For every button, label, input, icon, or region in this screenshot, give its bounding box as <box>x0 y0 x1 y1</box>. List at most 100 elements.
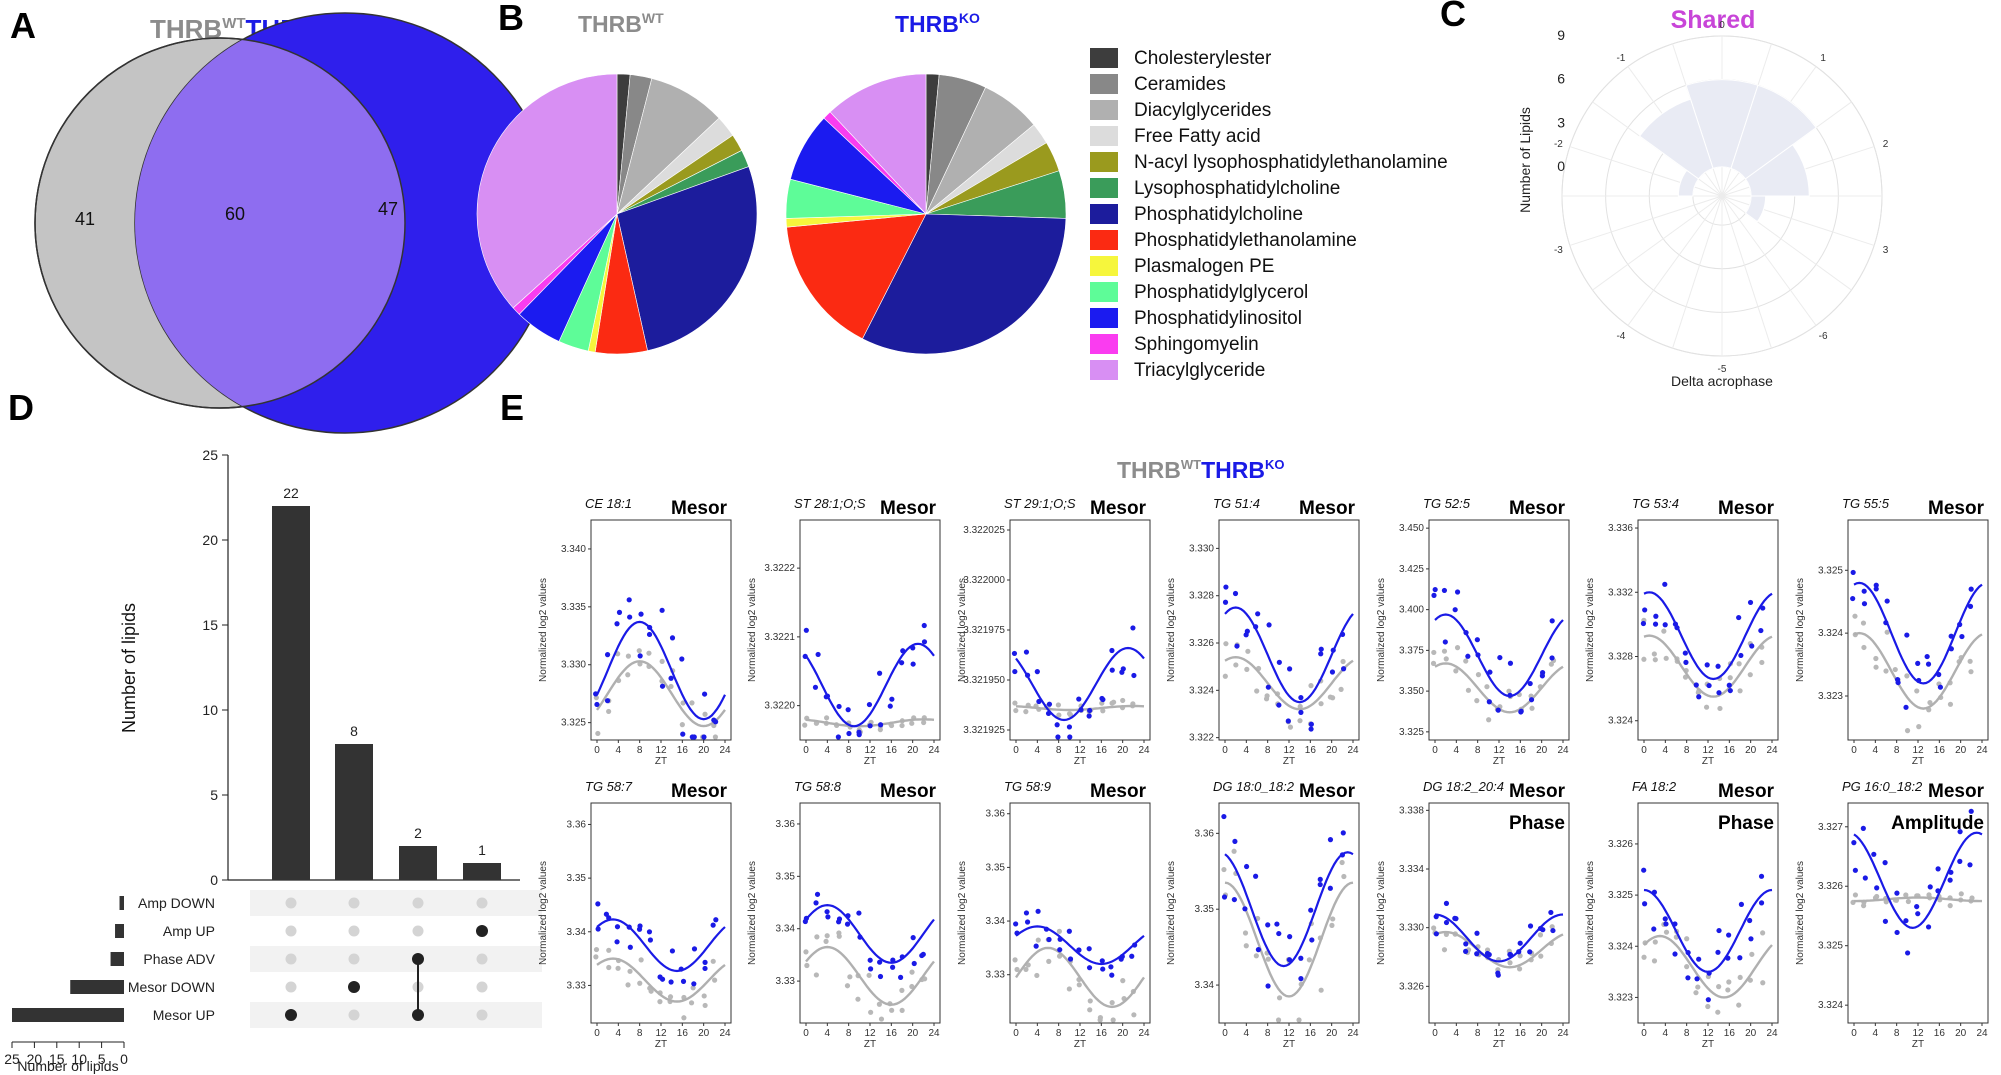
rhythm-point-2-wt-8-1 <box>1056 712 1062 718</box>
rhythm-point-5-ko-2-1 <box>1652 621 1659 627</box>
rhythm-xtick-label-12-0: 0 <box>1641 1028 1647 1039</box>
rhythm-point-5-ko-8-0 <box>1683 659 1689 665</box>
rhythm-point-10-ko-16-1 <box>1308 907 1314 913</box>
rhythm-point-13-ko-14-1 <box>1927 884 1933 890</box>
rhythm-point-8-ko-22-1 <box>920 951 926 957</box>
rhythm-point-11-wt-0-0 <box>1431 925 1437 931</box>
rhythm-point-1-ko-12-1 <box>866 701 873 708</box>
rhythm-xtick-label-0-5: 20 <box>698 745 710 756</box>
rhythm-point-10-wt-14-0 <box>1296 1017 1302 1023</box>
rhythm-xtick-label-2-3: 12 <box>1074 745 1086 756</box>
rhythm-curve-12-ko <box>1643 888 1773 973</box>
rhythm-point-0-wt-2-0 <box>606 708 612 715</box>
rhythm-frame-11 <box>1428 802 1570 1024</box>
rhythm-xtick-label-8-5: 20 <box>907 1028 919 1039</box>
rhythm-point-10-ko-18-1 <box>1317 876 1323 882</box>
rhythm-point-6-wt-4-1 <box>1873 664 1879 670</box>
polar-angle-label-8: -2 <box>1554 139 1563 150</box>
rhythm-point-10-wt-4-0 <box>1242 930 1249 936</box>
rhythm-point-3-wt-22-0 <box>1340 658 1346 665</box>
rhythm-point-9-wt-0-1 <box>1014 966 1020 973</box>
rhythm-point-12-ko-18-1 <box>1738 901 1745 907</box>
rhythm-point-7-ko-18-0 <box>691 946 698 952</box>
rhythm-point-10-ko-0-1 <box>1221 813 1227 820</box>
pie-ko <box>785 73 1067 355</box>
rhythm-point-7-wt-22-1 <box>710 958 716 964</box>
rhythm-xtick-label-8-6: 24 <box>928 1028 940 1039</box>
rhythm-stat-0-0: Mesor <box>671 498 728 519</box>
rhythm-point-7-wt-8-0 <box>638 957 644 963</box>
rhythm-point-9-wt-18-0 <box>1109 1000 1115 1006</box>
rhythm-point-2-ko-14-0 <box>1086 713 1092 719</box>
rhythm-xtick-label-8-2: 8 <box>846 1028 852 1039</box>
venn-count-ko: 47 <box>378 199 398 219</box>
rhythm-stat-13-1: Amplitude <box>1891 813 1984 834</box>
upset-set-label-0: Amp DOWN <box>138 895 215 911</box>
rhythm-point-8-wt-14-1 <box>878 1016 885 1022</box>
rhythm-curve-11-wt <box>1434 930 1564 969</box>
upset-set-tick-label-10: 10 <box>71 1051 87 1067</box>
rhythm-point-2-ko-22-0 <box>1131 672 1137 679</box>
upset-dot-bg-0-1 <box>348 897 360 909</box>
rhythm-point-3-ko-0-1 <box>1223 584 1229 590</box>
rhythm-point-12-ko-10-0 <box>1694 976 1700 982</box>
rhythm-xtick-label-5-0: 0 <box>1641 745 1647 756</box>
rhythm-point-12-ko-20-1 <box>1748 936 1754 942</box>
rhythm-stat-4-0: Mesor <box>1509 498 1566 519</box>
rhythm-point-9-wt-4-1 <box>1035 937 1041 943</box>
rhythm-frame-9 <box>1009 802 1151 1024</box>
rhythm-ytick-label-11-3: 3.338 <box>1399 805 1424 816</box>
rhythm-ytick-label-10-0: 3.34 <box>1195 980 1215 991</box>
rhythm-point-2-ko-12-0 <box>1076 696 1082 702</box>
upset-set-tick-label-25: 25 <box>4 1051 20 1067</box>
upset-dot-3-0 <box>476 925 488 937</box>
rhythm-curve-0-wt <box>596 660 726 728</box>
legend-swatch-3 <box>1090 126 1118 146</box>
rhythm-point-9-ko-22-1 <box>1129 953 1135 959</box>
rhythm-point-5-wt-14-1 <box>1717 705 1723 712</box>
rhythm-point-5-ko-16-0 <box>1727 687 1733 694</box>
rhythm-point-7-ko-20-1 <box>702 965 708 972</box>
rhythm-ytick-label-9-0: 3.33 <box>986 970 1006 981</box>
rhythm-point-11-ko-20-1 <box>1540 927 1546 933</box>
rhythm-point-0-wt-16-1 <box>679 722 685 728</box>
rhythm-curve-3-ko <box>1224 606 1354 704</box>
rhythm-point-2-ko-0-0 <box>1012 668 1018 675</box>
upset-set-tick-label-0: 0 <box>120 1051 128 1067</box>
rhythm-point-11-ko-12-1 <box>1495 970 1501 976</box>
rhythm-point-9-ko-14-0 <box>1086 946 1092 952</box>
panel-label-d: D <box>8 387 34 428</box>
rhythm-ytick-label-4-2: 3.375 <box>1399 645 1424 656</box>
rhythm-xtick-label-4-4: 16 <box>1515 745 1527 756</box>
rhythm-point-5-ko-20-1 <box>1747 599 1754 606</box>
rhythm-ytick-label-13-3: 3.327 <box>1818 822 1843 833</box>
rhythm-stat-9-0: Mesor <box>1090 781 1147 802</box>
rhythm-xtick-label-11-0: 0 <box>1432 1028 1438 1039</box>
rhythm-xlabel-6: ZT <box>1912 756 1924 767</box>
rhythm-point-0-ko-4-1 <box>614 621 620 627</box>
rhythm-point-11-ko-0-1 <box>1433 931 1439 937</box>
polar-spoke-6 <box>1721 195 1875 246</box>
rhythm-point-7-ko-14-1 <box>669 948 676 954</box>
rhythm-xlabel-13: ZT <box>1912 1039 1924 1050</box>
rhythm-panel-0: CE 18:1 Mesor 3.325 3.330 3.335 3.340 0 4 8 12 16 2… <box>538 496 732 767</box>
rhythm-xtick-label-4-3: 12 <box>1493 745 1505 756</box>
rhythm-point-2-wt-2-0 <box>1023 709 1029 715</box>
upset-ytick-label-25: 25 <box>202 447 218 463</box>
rhythm-ylabel-9: Normalized log2 values <box>957 861 968 965</box>
rhythm-point-11-ko-2-1 <box>1443 919 1450 926</box>
rhythm-title-5: TG 53:4 <box>1632 496 1679 511</box>
rhythm-point-2-ko-18-0 <box>1109 647 1115 654</box>
rhythm-xtick-label-8-1: 4 <box>825 1028 831 1039</box>
rhythm-ytick-label-1-1: 3.3221 <box>764 632 795 643</box>
rhythm-xlabel-10: ZT <box>1283 1039 1295 1050</box>
rhythm-xlabel-12: ZT <box>1702 1039 1714 1050</box>
rhythm-xtick-label-1-6: 24 <box>928 745 940 756</box>
rhythm-point-2-wt-18-1 <box>1110 699 1117 705</box>
legend-swatch-7 <box>1090 230 1118 250</box>
rhythm-point-6-ko-0-0 <box>1850 569 1856 576</box>
rhythm-point-3-wt-22-1 <box>1338 686 1344 692</box>
rhythm-point-0-ko-6-1 <box>627 614 633 620</box>
